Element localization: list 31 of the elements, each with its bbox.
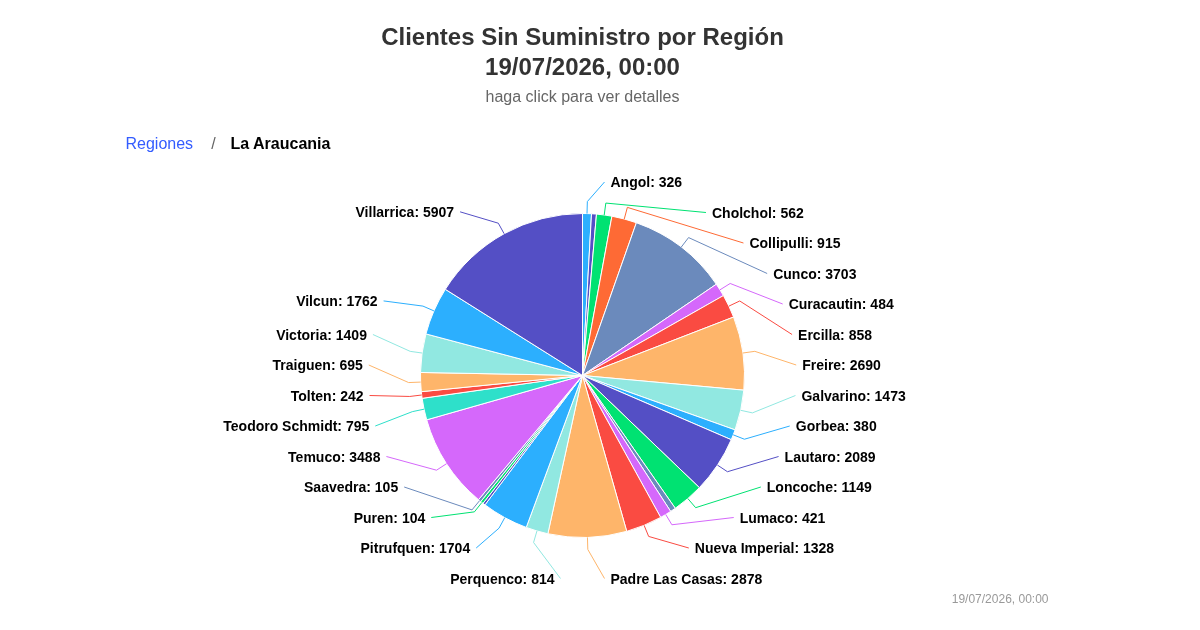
data-label: Loncoche: 1149 <box>766 479 873 495</box>
data-label: Pitrufquen: 1704 <box>360 540 471 556</box>
data-label: Collipulli: 915 <box>749 235 841 251</box>
text: 19/07/2026, 00:00 <box>951 591 1049 606</box>
text: Regiones <box>125 135 194 152</box>
data-label: Puren: 104 <box>353 509 426 526</box>
data-label: Tolten: 242 <box>290 387 364 404</box>
data-label: Victoria: 1409 <box>276 326 368 343</box>
data-label: Nueva Imperial: 1328 <box>694 540 835 556</box>
data-label: Cunco: 3703 <box>773 265 857 282</box>
data-label: Lumaco: 421 <box>739 509 826 526</box>
data-label: Freire: 2690 <box>802 357 882 373</box>
data-label: Saavedra: 105 <box>304 479 399 495</box>
data-label: Curacautin: 484 <box>788 296 894 312</box>
data-label: Cholchol: 562 <box>711 204 804 221</box>
data-label: Padre Las Casas: 2878 <box>610 570 763 587</box>
text: La Araucania <box>230 135 331 152</box>
data-label: Villarrica: 5907 <box>355 203 455 220</box>
text: / <box>211 135 217 152</box>
data-label: Vilcun: 1762 <box>296 292 378 309</box>
data-label: Angol: 326 <box>610 174 683 190</box>
data-label: Temuco: 3488 <box>288 448 381 465</box>
data-label: Gorbea: 380 <box>795 418 877 434</box>
data-label: Teodoro Schmidt: 795 <box>223 418 370 434</box>
chart-subtitle: haga click para ver detalles <box>485 88 680 105</box>
data-label: Ercilla: 858 <box>798 326 873 343</box>
data-label: Perquenco: 814 <box>450 570 555 587</box>
data-label: Traiguen: 695 <box>272 357 363 373</box>
data-label: Lautaro: 2089 <box>784 448 876 465</box>
chart-title: Clientes Sin Suministro por Región 19/07/2026, 00:00 <box>381 23 784 80</box>
data-label: Galvarino: 1473 <box>801 387 906 404</box>
